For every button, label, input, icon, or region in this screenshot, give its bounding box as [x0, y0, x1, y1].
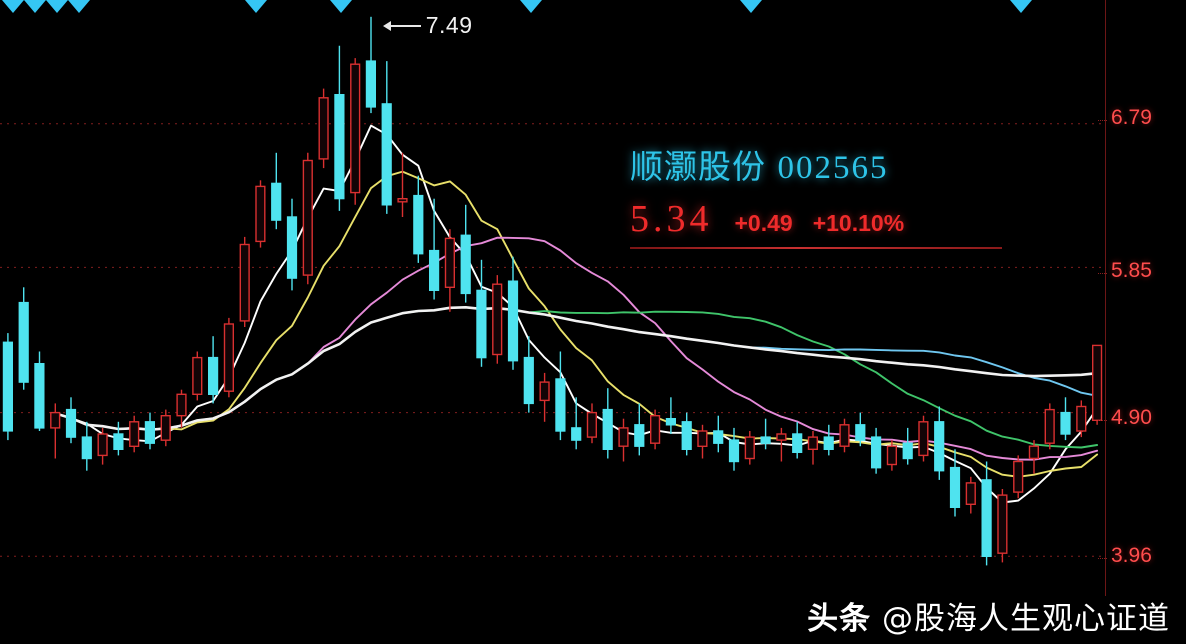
price-axis-label-4-90: 4.90	[1111, 406, 1152, 429]
signal-marker-triangle-6	[520, 0, 542, 13]
signal-marker-triangle-2	[46, 0, 68, 13]
price-axis-tick-0	[1098, 120, 1107, 121]
signal-marker-triangle-8	[1010, 0, 1032, 13]
last-price-value: 5.34	[630, 198, 713, 240]
price-axis: 6.79 5.85 4.90 3.96	[1098, 0, 1186, 596]
price-change-value: +0.49	[734, 210, 793, 236]
signal-marker-triangle-1	[24, 0, 46, 13]
price-change-percent: +10.10%	[812, 210, 905, 236]
price-axis-tick-1	[1098, 273, 1107, 274]
chart-canvas	[0, 16, 1105, 566]
quote-values-row: 5.34 +0.49 +10.10%	[630, 197, 1005, 241]
watermark: 头条 @股海人生观心证道	[807, 593, 1170, 638]
signal-marker-triangle-4	[245, 0, 267, 13]
candlestick-plot-area[interactable]	[0, 0, 1105, 596]
signal-marker-triangle-0	[2, 0, 24, 13]
quote-overlay: 顺灏股份 002565 5.34 +0.49 +10.10%	[630, 140, 1005, 249]
signal-marker-triangle-7	[740, 0, 762, 13]
price-axis-label-6-79: 6.79	[1111, 106, 1152, 129]
signal-marker-triangle-3	[68, 0, 90, 13]
candles-group	[2, 16, 1103, 566]
price-axis-label-5-85: 5.85	[1111, 259, 1152, 282]
price-axis-label-3-96: 3.96	[1111, 544, 1152, 567]
stock-code-label: 002565	[777, 150, 889, 186]
price-axis-tick-3	[1098, 558, 1107, 559]
watermark-platform: 头条	[807, 601, 872, 637]
watermark-handle: @股海人生观心证道	[882, 601, 1170, 637]
quote-underline	[630, 247, 1002, 249]
price-axis-tick-2	[1098, 420, 1107, 421]
stock-title: 顺灏股份 002565	[630, 140, 1005, 188]
signal-marker-triangle-5	[330, 0, 352, 13]
stock-name-label: 顺灏股份	[630, 147, 766, 186]
